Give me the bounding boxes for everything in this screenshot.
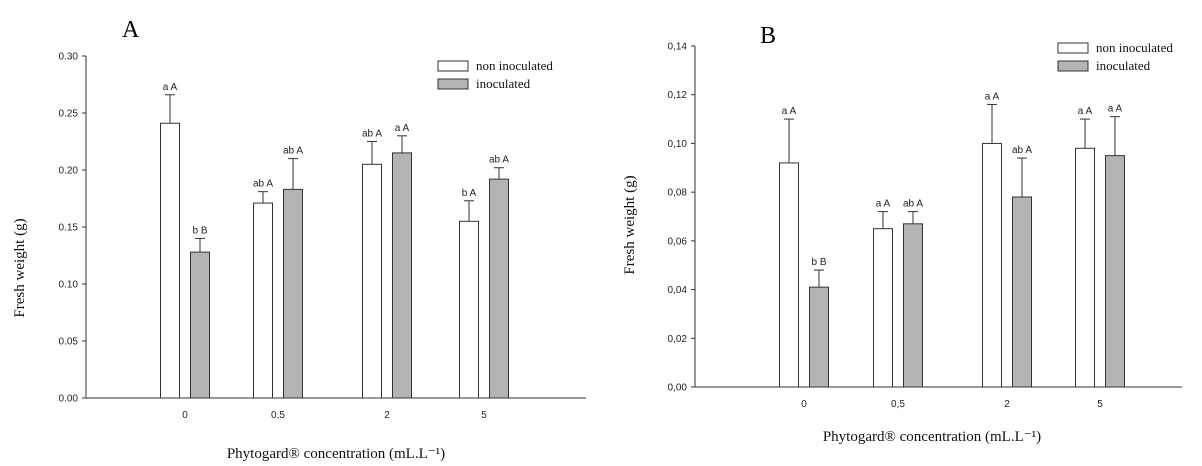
panel-b-legend-swatch-non-inoculated [1057,42,1089,54]
panel-b-y-tick-label: 0,10 [668,139,688,150]
panel-b-bar-inoculated [903,223,923,388]
panel-a-xlabel: Phytogard® concentration (mL.L⁻¹) [227,446,445,462]
panel-b: B Fresh weight (g) Phytogard® concentrat… [622,23,1182,445]
panel-b-xlabel: Phytogard® concentration (mL.L⁻¹) [823,429,1041,445]
panel-a-legend-swatch-inoculated [437,78,469,90]
panel-b-bar-non-inoculated [873,228,893,388]
panel-a-bar-inoculated [489,178,509,399]
panel-b-bar-non-inoculated [1075,147,1095,388]
panel-b-significance-label: a A [985,91,1000,102]
panel-a-significance-label: ab A [489,155,509,166]
panel-a-significance-label: b B [192,225,207,236]
panel-b-significance-label: ab A [903,199,923,210]
panel-a-y-tick-label: 0.20 [59,166,79,177]
panel-b-bar-inoculated [809,286,829,388]
panel-b-ylabel: Fresh weight (g) [622,175,638,274]
panel-b-y-tick-label: 0,14 [668,42,688,53]
panel-a-x-tick-label: 5 [481,410,487,421]
panel-b-x-tick-label: 0,5 [891,399,905,410]
panel-a-significance-label: b A [462,188,477,199]
panel-b-plot: 0,00 0,02 0,04 0,06 0,08 0,10 0,12 0,14 0 0,5 2 5 a … [668,42,1182,410]
panel-a-bar-inoculated [392,152,412,399]
panel-b-legend-label-non-inoculated: non inoculated [1096,40,1173,55]
panel-a-legend-label-inoculated: inoculated [476,76,531,91]
panel-b-y-tick-label: 0,02 [668,334,688,345]
panel-a-significance-label: ab A [253,179,273,190]
panel-a-bar-non-inoculated [253,202,273,399]
panel-a-significance-label: ab A [362,129,382,140]
panel-b-significance-label: a A [1078,106,1093,117]
panel-b-bar-non-inoculated [779,162,799,388]
panel-a-bar-non-inoculated [160,122,180,399]
panel-a-y-tick-label: 0.10 [59,280,79,291]
panel-a-x-tick-label: 2 [384,410,390,421]
panel-a-y-tick-label: 0.25 [59,109,79,120]
panel-b-y-tick-label: 0,12 [668,90,688,101]
panel-a: A Fresh weight (g) Phytogard® concentrat… [12,17,586,462]
panel-b-legend: non inoculated inoculated [1057,40,1173,73]
panel-a-y-tick-label: 0.15 [59,223,79,234]
panel-a-bar-non-inoculated [362,163,382,399]
panel-a-plot: 0.00 0.05 0.10 0.15 0.20 0.25 0.30 0 0,5 2 5 a A ab … [59,52,586,421]
panel-b-x-tick-label: 0 [801,399,807,410]
panel-b-significance-label: b B [811,257,826,268]
panel-b-letter: B [760,23,776,49]
panel-b-significance-label: a A [876,199,891,210]
panel-a-y-tick-label: 0.05 [59,337,79,348]
panel-b-x-tick-label: 2 [1004,399,1010,410]
panel-b-legend-label-inoculated: inoculated [1096,58,1151,73]
panel-a-significance-label: ab A [283,146,303,157]
panel-b-x-tick-label: 5 [1097,399,1103,410]
panel-a-x-tick-label: 0,5 [271,410,285,421]
panel-b-bar-inoculated [1105,155,1125,388]
panel-a-letter: A [122,17,140,43]
panel-b-y-tick-label: 0,04 [668,285,688,296]
panel-b-significance-label: ab A [1012,145,1032,156]
panel-a-legend-swatch-non-inoculated [437,60,469,72]
panel-b-significance-label: a A [1108,104,1123,115]
panel-a-significance-label: a A [163,82,178,93]
panel-b-bar-non-inoculated [982,142,1002,388]
panel-a-bar-non-inoculated [459,220,479,399]
panel-a-ylabel: Fresh weight (g) [12,218,28,317]
panel-a-bar-inoculated [190,251,210,399]
panel-a-y-tick-label: 0.00 [59,394,79,405]
panel-b-significance-label: a A [782,106,797,117]
panel-b-y-tick-label: 0,06 [668,236,688,247]
panel-b-bar-inoculated [1012,196,1032,388]
panel-a-bar-inoculated [283,188,303,399]
panel-a-y-tick-label: 0.30 [59,52,79,63]
panel-a-legend: non inoculated inoculated [437,58,553,91]
panel-a-x-tick-label: 0 [182,410,188,421]
panel-a-significance-label: a A [395,123,410,134]
panel-b-y-tick-label: 0,00 [668,383,688,394]
panel-a-legend-label-non-inoculated: non inoculated [476,58,553,73]
panel-b-y-tick-label: 0,08 [668,188,688,199]
panel-b-legend-swatch-inoculated [1057,60,1089,72]
